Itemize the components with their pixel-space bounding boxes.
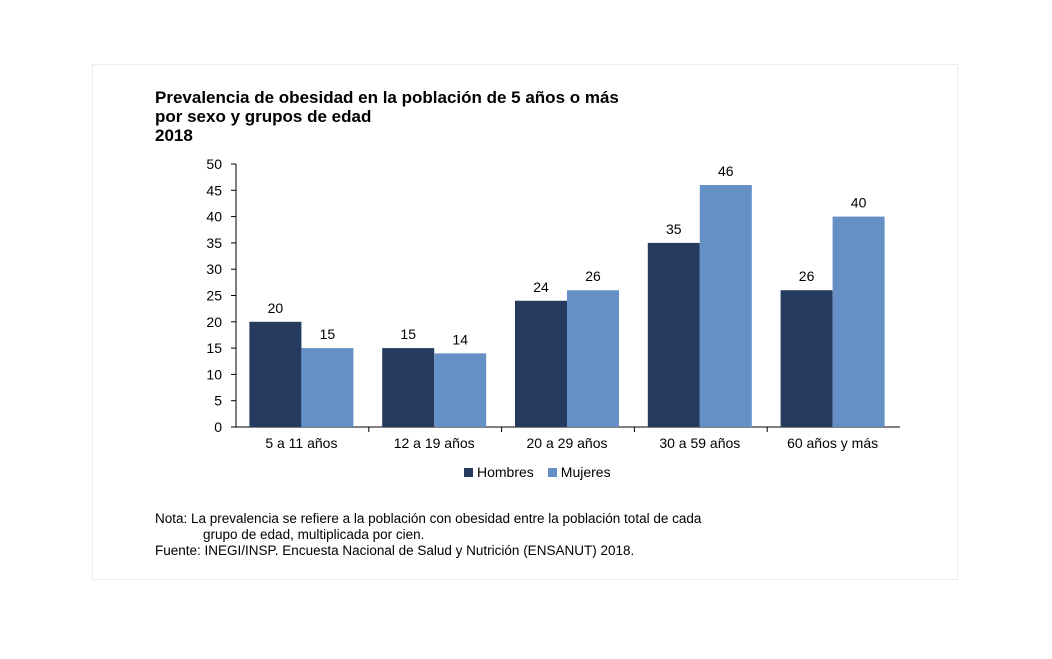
chart-title-line-3: 2018: [155, 126, 193, 145]
x-tick-label: 20 a 29 años: [527, 435, 608, 451]
data-label: 14: [452, 331, 468, 347]
y-tick-label: 35: [206, 235, 222, 251]
x-tick-label: 60 años y más: [787, 435, 878, 451]
y-tick-label: 50: [206, 156, 222, 172]
data-label: 20: [268, 300, 284, 316]
y-tick-label: 10: [206, 366, 222, 382]
chart-notes: Nota: La prevalencia se refiere a la pob…: [155, 511, 701, 559]
data-label: 24: [533, 279, 549, 295]
legend-item-mujeres: Mujeres: [547, 464, 611, 480]
chart-title-line-2: por sexo y grupos de edad: [155, 107, 372, 126]
chart-title: Prevalencia de obesidad en la población …: [155, 88, 619, 145]
nota-line-2: grupo de edad, multiplicada por cien.: [203, 527, 425, 542]
y-tick-label: 25: [206, 288, 222, 304]
bar-hombres: [647, 242, 700, 427]
fuente-line: Fuente: INEGI/INSP. Encuesta Nacional de…: [155, 543, 635, 558]
bar-mujeres: [567, 290, 619, 427]
x-tick-label: 5 a 11 años: [265, 435, 337, 451]
bar-mujeres: [434, 353, 487, 427]
nota-line-1: Nota: La prevalencia se refiere a la pob…: [155, 511, 702, 526]
bar-hombres: [515, 300, 567, 427]
legend-label-hombres: Hombres: [477, 464, 534, 480]
y-tick-label: 5: [214, 393, 222, 409]
x-tick-label: 12 a 19 años: [394, 435, 475, 451]
chart-title-line-1: Prevalencia de obesidad en la población …: [155, 88, 619, 107]
bar-hombres: [249, 321, 302, 427]
bar-mujeres: [699, 185, 752, 427]
bar-mujeres: [832, 216, 885, 427]
data-label: 26: [799, 268, 815, 284]
chart-legend: Hombres Mujeres: [464, 464, 611, 480]
y-tick-label: 15: [206, 340, 222, 356]
y-tick-label: 20: [206, 314, 222, 330]
y-tick-label: 30: [206, 261, 222, 277]
bar-mujeres: [301, 348, 354, 427]
data-label: 15: [400, 326, 416, 342]
y-tick-label: 45: [206, 182, 222, 198]
data-label: 40: [851, 195, 867, 211]
legend-swatch-mujeres: [547, 467, 557, 477]
legend-label-mujeres: Mujeres: [560, 464, 611, 480]
legend-swatch-hombres: [464, 467, 473, 477]
x-tick-label: 30 a 59 años: [659, 435, 740, 451]
bar-hombres: [382, 348, 435, 427]
data-label: 46: [718, 163, 734, 179]
data-label: 15: [320, 326, 336, 342]
bar-hombres: [780, 290, 833, 427]
data-label: 35: [666, 221, 682, 237]
data-label: 26: [585, 268, 601, 284]
y-tick-label: 0: [214, 419, 222, 435]
legend-item-hombres: Hombres: [464, 464, 534, 480]
y-tick-label: 40: [206, 209, 222, 225]
